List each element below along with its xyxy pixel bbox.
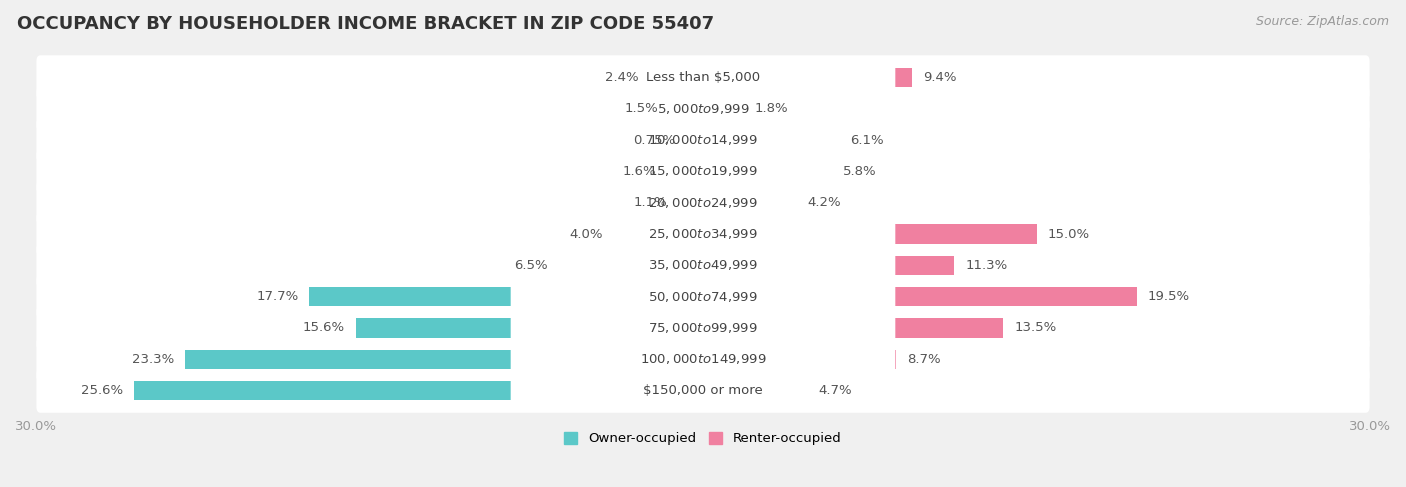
Text: $150,000 or more: $150,000 or more — [643, 384, 763, 397]
FancyBboxPatch shape — [37, 87, 1369, 131]
Text: 15.6%: 15.6% — [302, 321, 344, 335]
Text: 4.7%: 4.7% — [818, 384, 852, 397]
Text: 6.5%: 6.5% — [513, 259, 547, 272]
Text: $50,000 to $74,999: $50,000 to $74,999 — [648, 290, 758, 304]
FancyBboxPatch shape — [510, 251, 896, 280]
Text: 1.6%: 1.6% — [623, 165, 657, 178]
Text: $35,000 to $49,999: $35,000 to $49,999 — [648, 259, 758, 272]
Text: 4.2%: 4.2% — [807, 196, 841, 209]
FancyBboxPatch shape — [510, 157, 896, 186]
FancyBboxPatch shape — [510, 314, 896, 342]
Bar — [134, 381, 703, 400]
Bar — [614, 225, 703, 244]
Text: 4.0%: 4.0% — [569, 227, 603, 241]
FancyBboxPatch shape — [37, 275, 1369, 319]
FancyBboxPatch shape — [37, 56, 1369, 99]
Text: 11.3%: 11.3% — [966, 259, 1008, 272]
FancyBboxPatch shape — [510, 282, 896, 311]
Text: 15.0%: 15.0% — [1047, 227, 1090, 241]
Text: $20,000 to $24,999: $20,000 to $24,999 — [648, 196, 758, 210]
Bar — [703, 256, 955, 275]
Bar — [703, 131, 838, 150]
FancyBboxPatch shape — [510, 220, 896, 248]
Bar — [309, 287, 703, 306]
Text: $100,000 to $149,999: $100,000 to $149,999 — [640, 352, 766, 366]
Text: 23.3%: 23.3% — [132, 353, 174, 366]
FancyBboxPatch shape — [37, 306, 1369, 350]
Text: Less than $5,000: Less than $5,000 — [645, 71, 761, 84]
FancyBboxPatch shape — [37, 212, 1369, 256]
Bar — [669, 99, 703, 118]
Text: 9.4%: 9.4% — [924, 71, 956, 84]
FancyBboxPatch shape — [510, 188, 896, 217]
Text: $15,000 to $19,999: $15,000 to $19,999 — [648, 165, 758, 178]
FancyBboxPatch shape — [37, 337, 1369, 381]
Bar — [703, 162, 832, 181]
Text: 6.1%: 6.1% — [849, 133, 883, 147]
FancyBboxPatch shape — [510, 345, 896, 374]
Bar — [703, 287, 1136, 306]
FancyBboxPatch shape — [37, 118, 1369, 162]
Bar — [703, 193, 796, 212]
Text: 5.8%: 5.8% — [844, 165, 877, 178]
Bar — [703, 68, 912, 87]
Bar — [558, 256, 703, 275]
Bar — [703, 225, 1036, 244]
Bar — [703, 99, 742, 118]
Bar — [703, 381, 807, 400]
Text: 13.5%: 13.5% — [1014, 321, 1056, 335]
Bar — [686, 131, 703, 150]
FancyBboxPatch shape — [510, 95, 896, 123]
Text: $10,000 to $14,999: $10,000 to $14,999 — [648, 133, 758, 147]
FancyBboxPatch shape — [510, 376, 896, 405]
FancyBboxPatch shape — [510, 63, 896, 92]
FancyBboxPatch shape — [37, 149, 1369, 193]
FancyBboxPatch shape — [510, 126, 896, 154]
Text: 2.4%: 2.4% — [605, 71, 638, 84]
Text: 1.8%: 1.8% — [754, 102, 787, 115]
Text: $75,000 to $99,999: $75,000 to $99,999 — [648, 321, 758, 335]
Bar — [650, 68, 703, 87]
Text: 17.7%: 17.7% — [256, 290, 298, 303]
Text: 19.5%: 19.5% — [1147, 290, 1189, 303]
Text: 8.7%: 8.7% — [907, 353, 941, 366]
Bar — [356, 318, 703, 337]
FancyBboxPatch shape — [37, 181, 1369, 225]
Bar — [703, 318, 1002, 337]
Text: 1.5%: 1.5% — [624, 102, 658, 115]
Text: $5,000 to $9,999: $5,000 to $9,999 — [657, 102, 749, 116]
Bar — [186, 350, 703, 369]
Legend: Owner-occupied, Renter-occupied: Owner-occupied, Renter-occupied — [560, 427, 846, 451]
FancyBboxPatch shape — [37, 369, 1369, 413]
Text: 0.75%: 0.75% — [633, 133, 675, 147]
Bar — [679, 193, 703, 212]
Bar — [703, 350, 897, 369]
Text: 25.6%: 25.6% — [80, 384, 122, 397]
FancyBboxPatch shape — [37, 243, 1369, 287]
Text: Source: ZipAtlas.com: Source: ZipAtlas.com — [1256, 15, 1389, 28]
Text: $25,000 to $34,999: $25,000 to $34,999 — [648, 227, 758, 241]
Text: 1.1%: 1.1% — [634, 196, 668, 209]
Bar — [668, 162, 703, 181]
Text: OCCUPANCY BY HOUSEHOLDER INCOME BRACKET IN ZIP CODE 55407: OCCUPANCY BY HOUSEHOLDER INCOME BRACKET … — [17, 15, 714, 33]
